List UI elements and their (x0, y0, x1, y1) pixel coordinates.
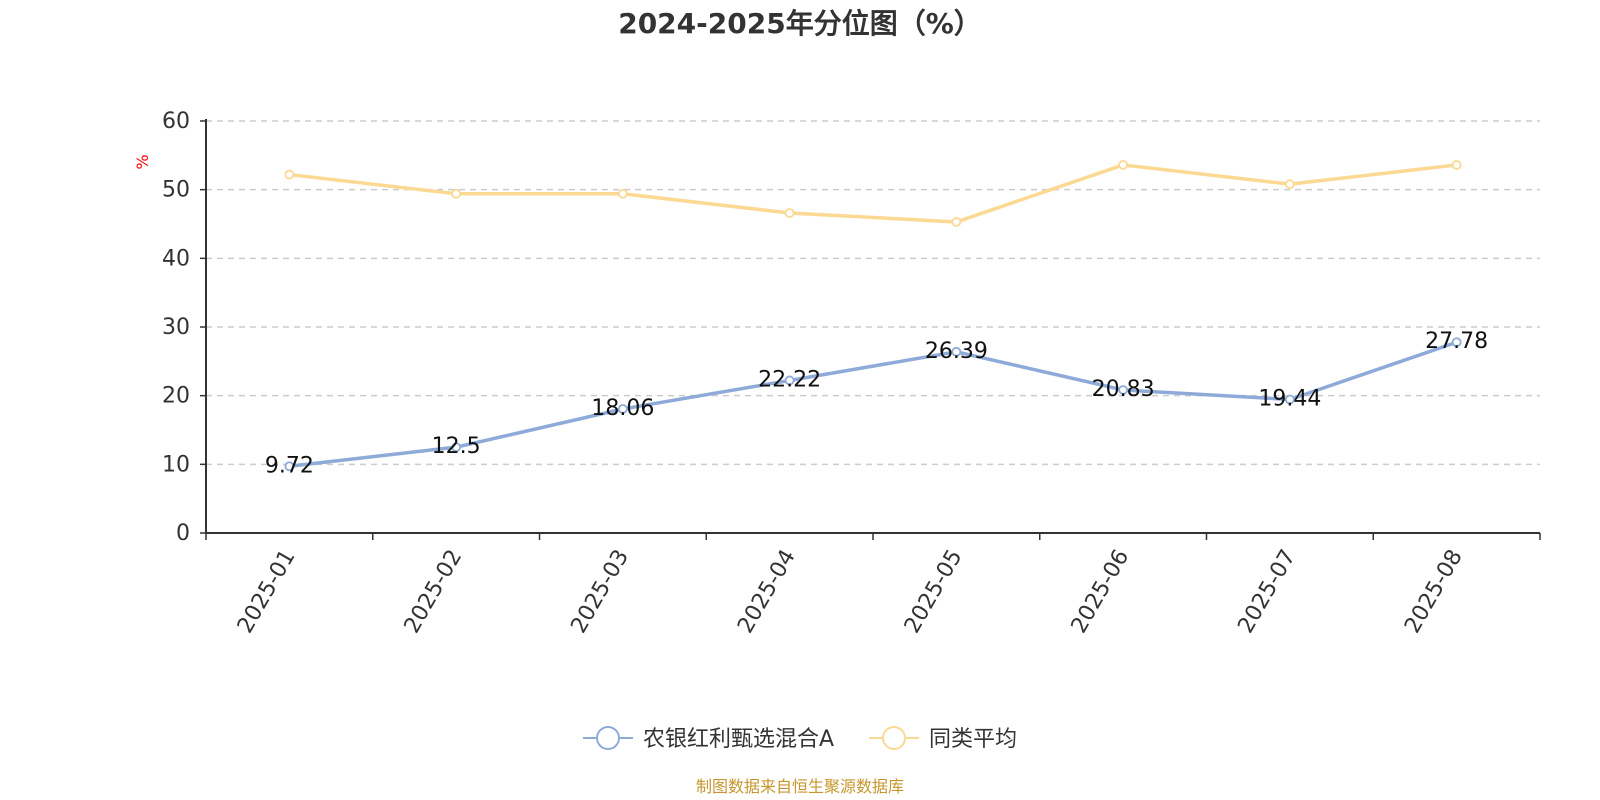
legend-circle-icon (882, 726, 906, 750)
y-tick-label: 30 (162, 315, 190, 340)
data-point (1284, 394, 1295, 405)
data-point (284, 461, 295, 472)
y-tick-label: 10 (162, 452, 190, 477)
x-tick-label: 2025-02 (400, 546, 468, 638)
data-point (451, 188, 462, 199)
data-label: 26.39 (925, 339, 988, 364)
legend-label: 同类平均 (929, 727, 1017, 752)
data-label: 22.22 (758, 367, 821, 392)
data-point (284, 169, 295, 180)
data-labels: 9.72 12.5 18.06 22.22 26.39 20.83 19.44 27.78 (265, 329, 1488, 478)
y-tick-label: 60 (162, 109, 190, 134)
y-tick-label: 20 (162, 384, 190, 409)
data-point (951, 346, 962, 357)
data-point (451, 442, 462, 453)
x-tick-label: 2025-06 (1067, 546, 1135, 638)
y-tick-label: 40 (162, 246, 190, 271)
legend-item[interactable]: 农银红利甄选混合A (583, 726, 834, 752)
data-point (1451, 160, 1462, 170)
data-point (951, 217, 962, 227)
data-point (1118, 385, 1129, 395)
data-source-note: 制图数据来自恒生聚源数据库 (696, 777, 904, 796)
data-label: 19.44 (1258, 387, 1321, 412)
legend-label: 农银红利甄选混合A (643, 727, 834, 752)
data-point (1118, 160, 1129, 170)
legend[interactable]: 农银红利甄选混合A 同类平均 (583, 726, 1017, 752)
data-label: 27.78 (1425, 329, 1488, 354)
x-tick-label: 2025-03 (566, 546, 634, 638)
y-axis-unit-label: % (133, 154, 152, 169)
data-point (617, 188, 628, 199)
data-label: 12.5 (432, 434, 481, 459)
data-point (617, 404, 628, 414)
chart-title: 2024-2025年分位图（%） (618, 7, 982, 40)
series-lines (284, 160, 1462, 472)
legend-circle-icon (596, 726, 620, 750)
x-tick-label: 2025-07 (1233, 546, 1301, 638)
data-label: 18.06 (591, 396, 654, 421)
gridlines (206, 120, 1540, 466)
data-point (1451, 337, 1462, 348)
data-point (784, 208, 795, 218)
series-line (287, 340, 1459, 469)
x-tick-label: 2025-04 (733, 546, 801, 638)
data-point (1284, 179, 1295, 190)
data-point (784, 375, 795, 386)
y-tick-label: 0 (176, 521, 190, 546)
x-tick-label: 2025-05 (900, 546, 968, 638)
series-line (287, 163, 1459, 224)
x-tick-label: 2025-08 (1400, 546, 1468, 638)
axes: 0 10 20 30 40 50 60 2025-01 2025-02 2025-03 2025-0… (162, 109, 1541, 638)
y-tick-label: 50 (162, 178, 190, 203)
x-tick-label: 2025-01 (233, 546, 301, 638)
data-label: 20.83 (1092, 377, 1155, 402)
legend-item[interactable]: 同类平均 (869, 726, 1017, 752)
data-label: 9.72 (265, 453, 314, 478)
